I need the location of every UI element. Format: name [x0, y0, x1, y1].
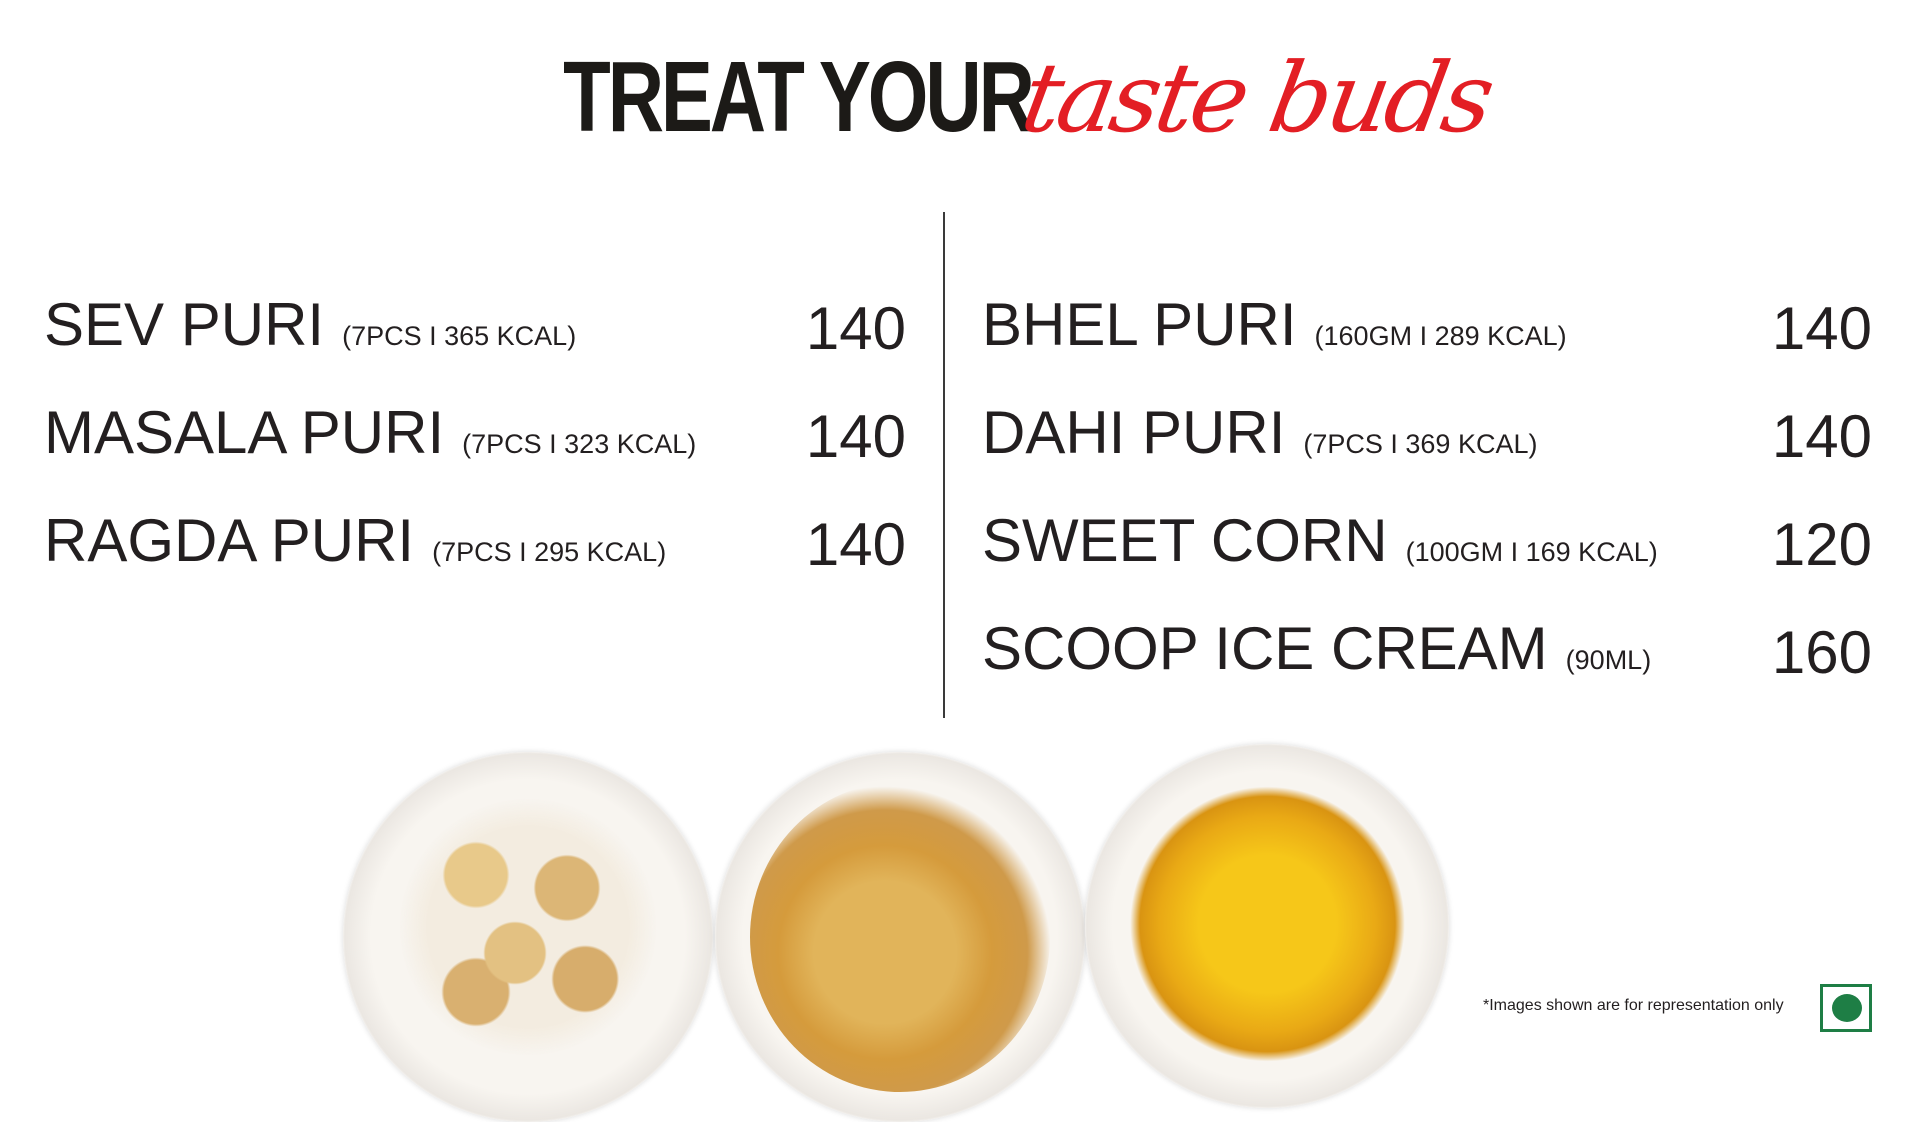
- item-meta: (7PCS I 295 KCAL): [432, 537, 667, 567]
- item-name: BHEL PURI: [982, 291, 1297, 358]
- item-price: 140: [1771, 295, 1872, 362]
- menu-item: RAGDA PURI (7PCS I 295 KCAL): [44, 506, 666, 576]
- item-meta: (7PCS I 323 KCAL): [462, 429, 697, 459]
- veg-symbol-icon: [1820, 984, 1872, 1032]
- food-image: [398, 797, 658, 1057]
- item-meta: (160GM I 289 KCAL): [1314, 321, 1567, 351]
- title-script: taste buds: [1014, 41, 1499, 154]
- item-name: RAGDA PURI: [44, 507, 415, 574]
- item-name: DAHI PURI: [982, 399, 1286, 466]
- bhel-puri-plate-image: [715, 752, 1085, 1122]
- item-name: SWEET CORN: [982, 507, 1388, 574]
- item-price: 120: [1771, 511, 1872, 578]
- item-meta: (7PCS I 369 KCAL): [1303, 429, 1538, 459]
- food-image: [750, 782, 1050, 1092]
- page-title: TREAT YOUR taste buds: [0, 40, 1920, 155]
- item-name: MASALA PURI: [44, 399, 445, 466]
- item-meta: (7PCS I 365 KCAL): [342, 321, 577, 351]
- menu-item: DAHI PURI (7PCS I 369 KCAL): [982, 398, 1537, 468]
- item-meta: (90ML): [1565, 645, 1652, 675]
- item-price: 140: [805, 511, 906, 578]
- menu-item: MASALA PURI (7PCS I 323 KCAL): [44, 398, 696, 468]
- title-bold: TREAT YOUR: [563, 41, 1035, 153]
- column-divider: [943, 212, 945, 718]
- menu-item: SCOOP ICE CREAM (90ML): [982, 614, 1651, 684]
- menu-item: BHEL PURI (160GM I 289 KCAL): [982, 290, 1567, 360]
- item-price: 160: [1771, 619, 1872, 686]
- dahi-puri-plate-image: [343, 752, 713, 1122]
- item-name: SEV PURI: [44, 291, 325, 358]
- item-name: SCOOP ICE CREAM: [982, 615, 1548, 682]
- item-meta: (100GM I 169 KCAL): [1405, 537, 1658, 567]
- item-price: 140: [805, 295, 906, 362]
- menu-item: SWEET CORN (100GM I 169 KCAL): [982, 506, 1658, 576]
- sweet-corn-plate-image: [1085, 744, 1449, 1108]
- menu-item: SEV PURI (7PCS I 365 KCAL): [44, 290, 576, 360]
- item-price: 140: [1771, 403, 1872, 470]
- food-image: [1130, 784, 1405, 1064]
- item-price: 140: [805, 403, 906, 470]
- representation-disclaimer: *Images shown are for representation onl…: [1483, 997, 1784, 1014]
